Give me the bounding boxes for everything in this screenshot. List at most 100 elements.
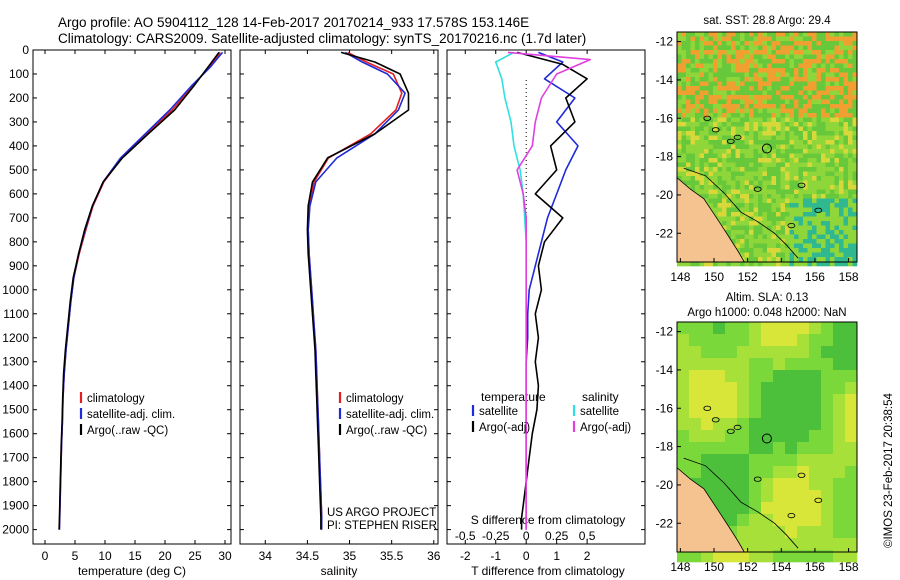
map-cell xyxy=(816,189,822,195)
map-cell xyxy=(785,478,798,491)
map-cell xyxy=(839,149,844,154)
map-cell xyxy=(834,54,840,60)
map-cell xyxy=(785,45,790,51)
map-cell xyxy=(773,442,786,455)
map-cell xyxy=(797,526,810,539)
map-cell xyxy=(843,36,849,42)
map-cell xyxy=(825,86,831,91)
island-outline xyxy=(733,134,742,140)
map-cell xyxy=(848,122,853,127)
map-cell xyxy=(825,198,831,204)
map-cell xyxy=(749,370,762,383)
map-cell xyxy=(744,63,750,69)
map-cell xyxy=(848,86,853,91)
map-cell xyxy=(839,239,844,244)
map-cell xyxy=(761,526,774,539)
map-cell xyxy=(852,248,858,253)
depth-tick-label: 400 xyxy=(9,139,29,153)
map-cell xyxy=(737,466,750,479)
map-cell xyxy=(722,149,727,154)
map-cell xyxy=(717,99,723,105)
map-cell xyxy=(839,126,844,132)
map-cell xyxy=(785,430,798,443)
map-cell xyxy=(812,77,817,82)
map-cell xyxy=(731,230,736,235)
map-cell xyxy=(695,189,700,195)
map-cell xyxy=(735,63,741,69)
map-cell xyxy=(731,126,736,132)
map-cell xyxy=(852,239,858,244)
map-cell xyxy=(803,212,808,217)
map-cell xyxy=(803,117,808,123)
map-cell xyxy=(744,234,750,240)
map-cell xyxy=(722,104,727,109)
map-cell xyxy=(848,144,853,150)
map-cell xyxy=(785,171,790,177)
map-cell xyxy=(812,86,817,91)
map-cell xyxy=(708,158,714,163)
map-cell xyxy=(816,243,822,249)
map-cell xyxy=(798,41,804,46)
map-cell xyxy=(689,394,702,407)
map-cell xyxy=(762,117,768,123)
map-cell xyxy=(830,50,835,55)
map-cell xyxy=(825,135,831,141)
map-cell xyxy=(821,140,826,145)
map-cells xyxy=(677,32,858,267)
map-cell xyxy=(789,140,795,145)
map-cell xyxy=(834,171,840,177)
map-cell xyxy=(834,239,840,244)
map-cell xyxy=(807,176,813,181)
map-cell xyxy=(753,225,759,231)
map-cell xyxy=(794,149,799,154)
map-cell xyxy=(767,158,772,163)
map-cell xyxy=(686,72,691,78)
imos-copyright: ©IMOS 23-Feb-2017 20:38:54 xyxy=(883,393,895,548)
map-cell xyxy=(740,203,745,208)
map-cell xyxy=(852,176,858,181)
map-cell xyxy=(708,144,714,150)
map-cell xyxy=(735,153,741,159)
map-cell xyxy=(722,72,727,78)
island-outline xyxy=(814,207,823,213)
island-outline xyxy=(711,127,720,133)
map-cell xyxy=(785,225,790,231)
map-cell xyxy=(789,257,795,262)
map-cell xyxy=(780,144,786,150)
map-cell xyxy=(713,550,726,563)
map-cell xyxy=(807,261,813,267)
map-cell xyxy=(845,406,858,419)
map-cell xyxy=(798,135,804,141)
map-cell xyxy=(852,135,858,141)
island-outline xyxy=(703,405,712,411)
map-cell xyxy=(780,203,786,208)
map-cell xyxy=(740,149,745,154)
map-cell xyxy=(677,176,682,181)
map-cell xyxy=(852,149,858,154)
map-cell xyxy=(731,81,736,87)
s-tick-label: 0 xyxy=(523,529,530,543)
map-cell xyxy=(809,454,822,467)
map-cell xyxy=(852,198,858,204)
map-cell xyxy=(785,108,790,114)
map-cell xyxy=(803,140,808,145)
map-cell xyxy=(758,203,763,208)
map-cell xyxy=(785,68,790,73)
map-cell xyxy=(780,185,786,190)
map-cell xyxy=(689,370,702,383)
map-cell xyxy=(798,162,804,168)
map-cell xyxy=(681,149,687,154)
map-cell xyxy=(744,41,750,46)
map-cell xyxy=(740,216,745,222)
map-cell xyxy=(771,189,777,195)
map-lon-label: 154 xyxy=(771,560,791,574)
map-cell xyxy=(749,59,754,64)
map-cell xyxy=(803,162,808,168)
map-cell xyxy=(798,81,804,87)
map-cell xyxy=(803,77,808,82)
map-cell xyxy=(749,108,754,114)
map-cell xyxy=(686,122,691,127)
map-cell xyxy=(695,113,700,118)
map-cell xyxy=(708,77,714,82)
map-cell xyxy=(812,63,817,69)
